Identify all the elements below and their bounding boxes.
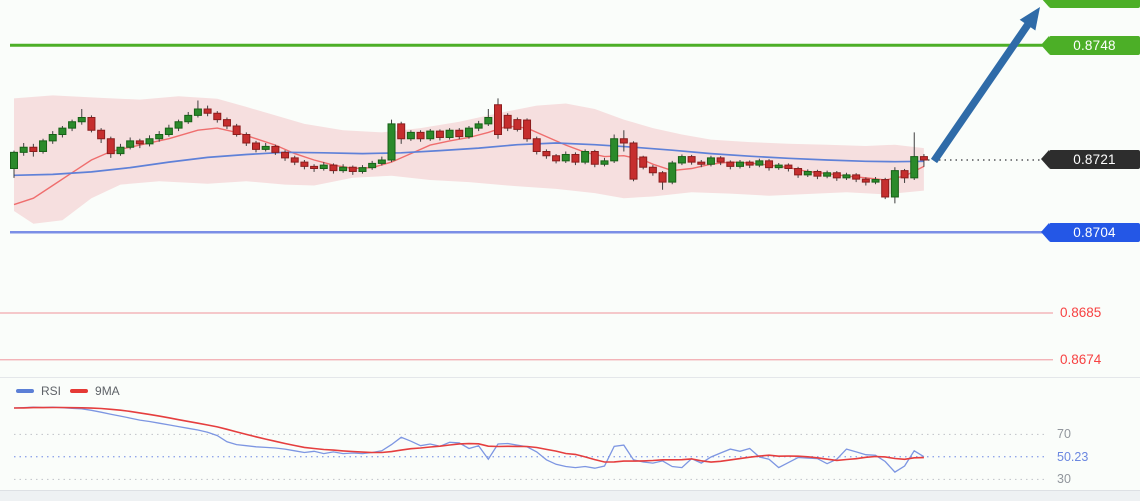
bottom-axis-strip: [0, 490, 1140, 501]
rsi-lines: [13, 406, 925, 473]
rsi-ma-legend-label: 9MA: [95, 384, 120, 398]
rsi-current-value-label: 50.23: [1057, 450, 1089, 464]
panel-divider: [0, 377, 1140, 378]
rsi-line-swatch: [16, 389, 34, 393]
bollinger-band: [14, 95, 924, 224]
resistance-price-tag: 0.8748: [1041, 36, 1140, 55]
current-price-tag: 0.8721: [1041, 150, 1140, 169]
rsi-gridlines: [14, 433, 1048, 481]
rsi-legend: RSI 9MA: [16, 384, 120, 398]
price-tag-top-cutoff: [1041, 0, 1140, 8]
candlesticks: [10, 98, 928, 204]
legend-item-rsi[interactable]: RSI: [16, 384, 61, 398]
projection-arrow[interactable]: [930, 7, 1040, 164]
rsi-lower-band-label: 30: [1057, 472, 1071, 486]
support-price-tag: 0.8704: [1041, 223, 1140, 242]
rsi-ma-line-swatch: [70, 389, 89, 393]
price-levels: [0, 43, 1053, 361]
rsi-upper-band-label: 70: [1057, 427, 1071, 441]
level-label-0.8685: 0.8685: [1060, 305, 1102, 320]
rsi-legend-label: RSI: [41, 384, 62, 398]
level-label-0.8674: 0.8674: [1060, 352, 1102, 367]
legend-item-9ma[interactable]: 9MA: [70, 384, 120, 398]
